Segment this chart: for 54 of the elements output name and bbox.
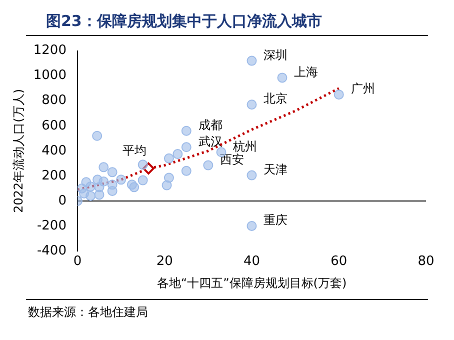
y-tick-label: 400 [42,143,66,158]
y-tick-label: 200 [42,168,66,184]
annotation: 杭州 [232,139,258,154]
point [164,153,174,164]
annotation: 深圳 [264,48,288,62]
x-tick-label: 0 [73,254,82,270]
source-note: 数据来源：各地住建局 [26,299,428,325]
point [86,182,96,192]
annotation: 西安 [220,152,244,166]
point [181,166,192,176]
annotation: 北京 [264,92,288,106]
point [172,149,183,160]
y-tick-label: -400 [36,243,66,258]
y-tick-label: 0 [58,193,66,208]
y-axis-title: 2022年流动人口(万人) [11,88,26,213]
annotation: 武汉 [198,134,222,148]
point [246,100,257,110]
point [246,56,257,66]
point [98,162,109,172]
y-tick-label: 1000 [33,68,66,84]
point [129,182,140,192]
point [203,160,214,170]
point [107,180,118,190]
x-tick-label: 60 [330,254,348,270]
point [86,190,96,201]
point [334,90,344,100]
y-tick-label: 1200 [33,43,66,58]
point [181,142,192,152]
point [142,162,154,174]
point [277,72,288,83]
y-tick-label: 800 [42,93,66,108]
point [181,126,192,136]
x-tick-label: 20 [156,254,173,270]
point [98,176,109,187]
annotation: 成都 [198,118,222,132]
annotation: 平均 [122,144,146,158]
annotation: 天津 [264,162,288,176]
point [246,170,257,180]
point [246,220,257,231]
annotation: 重庆 [264,213,288,228]
y-tick-label: -200 [36,218,66,234]
x-tick-label: 80 [418,254,434,270]
point [92,130,102,141]
point [138,160,148,170]
annotation: 上海 [294,64,318,79]
chart-title: 图23：保障房规划集中于人口净流入城市 [26,8,428,36]
x-tick-label: 40 [243,254,260,270]
point [107,167,118,178]
point [162,180,172,190]
annotation: 广州 [350,82,375,96]
point [116,174,126,185]
x-axis-title: 各地“十四五”保障房规划目标(万套) [156,276,347,290]
point [138,175,148,186]
y-tick-label: 600 [42,118,66,134]
